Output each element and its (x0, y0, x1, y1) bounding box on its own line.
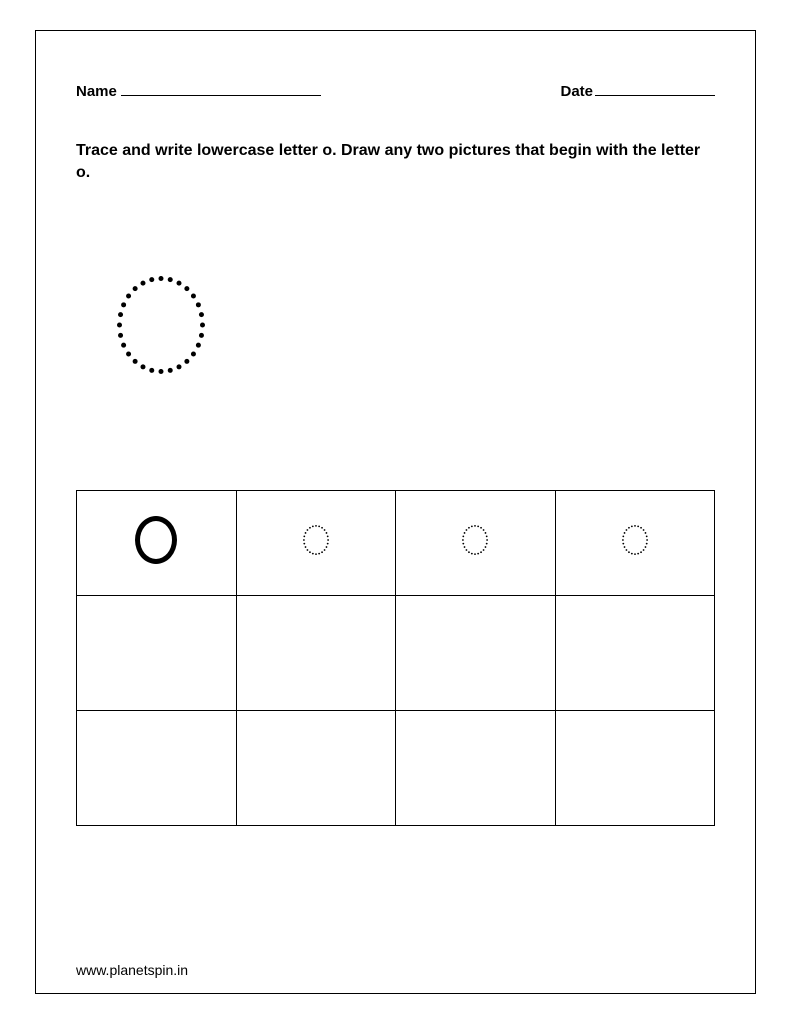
grid-cell-empty (396, 595, 556, 710)
dotted-o-large-icon (116, 275, 206, 375)
name-label: Name (76, 83, 117, 100)
header-row: Name Date (76, 81, 715, 100)
grid-cell-empty (77, 710, 237, 825)
dotted-o-small-icon (302, 524, 330, 556)
grid-cell-solid-o (77, 490, 237, 595)
name-field: Name (76, 81, 321, 100)
grid-row-3 (77, 710, 715, 825)
grid-cell-empty (236, 595, 396, 710)
name-blank-line[interactable] (121, 81, 321, 96)
grid-cell-trace-o-2 (396, 490, 556, 595)
grid-row-2 (77, 595, 715, 710)
date-field: Date (560, 81, 715, 100)
dotted-o-small-icon (461, 524, 489, 556)
grid-cell-empty (236, 710, 396, 825)
solid-o-icon (135, 516, 177, 564)
grid-cell-empty (396, 710, 556, 825)
dotted-o-small-icon (621, 524, 649, 556)
date-blank-line[interactable] (595, 81, 715, 96)
date-label: Date (560, 83, 593, 100)
grid-row-1 (77, 490, 715, 595)
grid-cell-empty (555, 710, 715, 825)
grid-cell-empty (555, 595, 715, 710)
worksheet-page: Name Date Trace and write lowercase lett… (35, 30, 756, 994)
footer-url: www.planetspin.in (76, 962, 188, 978)
practice-grid (76, 490, 715, 826)
big-trace-letter-o (116, 275, 715, 380)
grid-cell-trace-o-3 (555, 490, 715, 595)
grid-cell-trace-o-1 (236, 490, 396, 595)
instructions-text: Trace and write lowercase letter o. Draw… (76, 140, 715, 185)
grid-cell-empty (77, 595, 237, 710)
